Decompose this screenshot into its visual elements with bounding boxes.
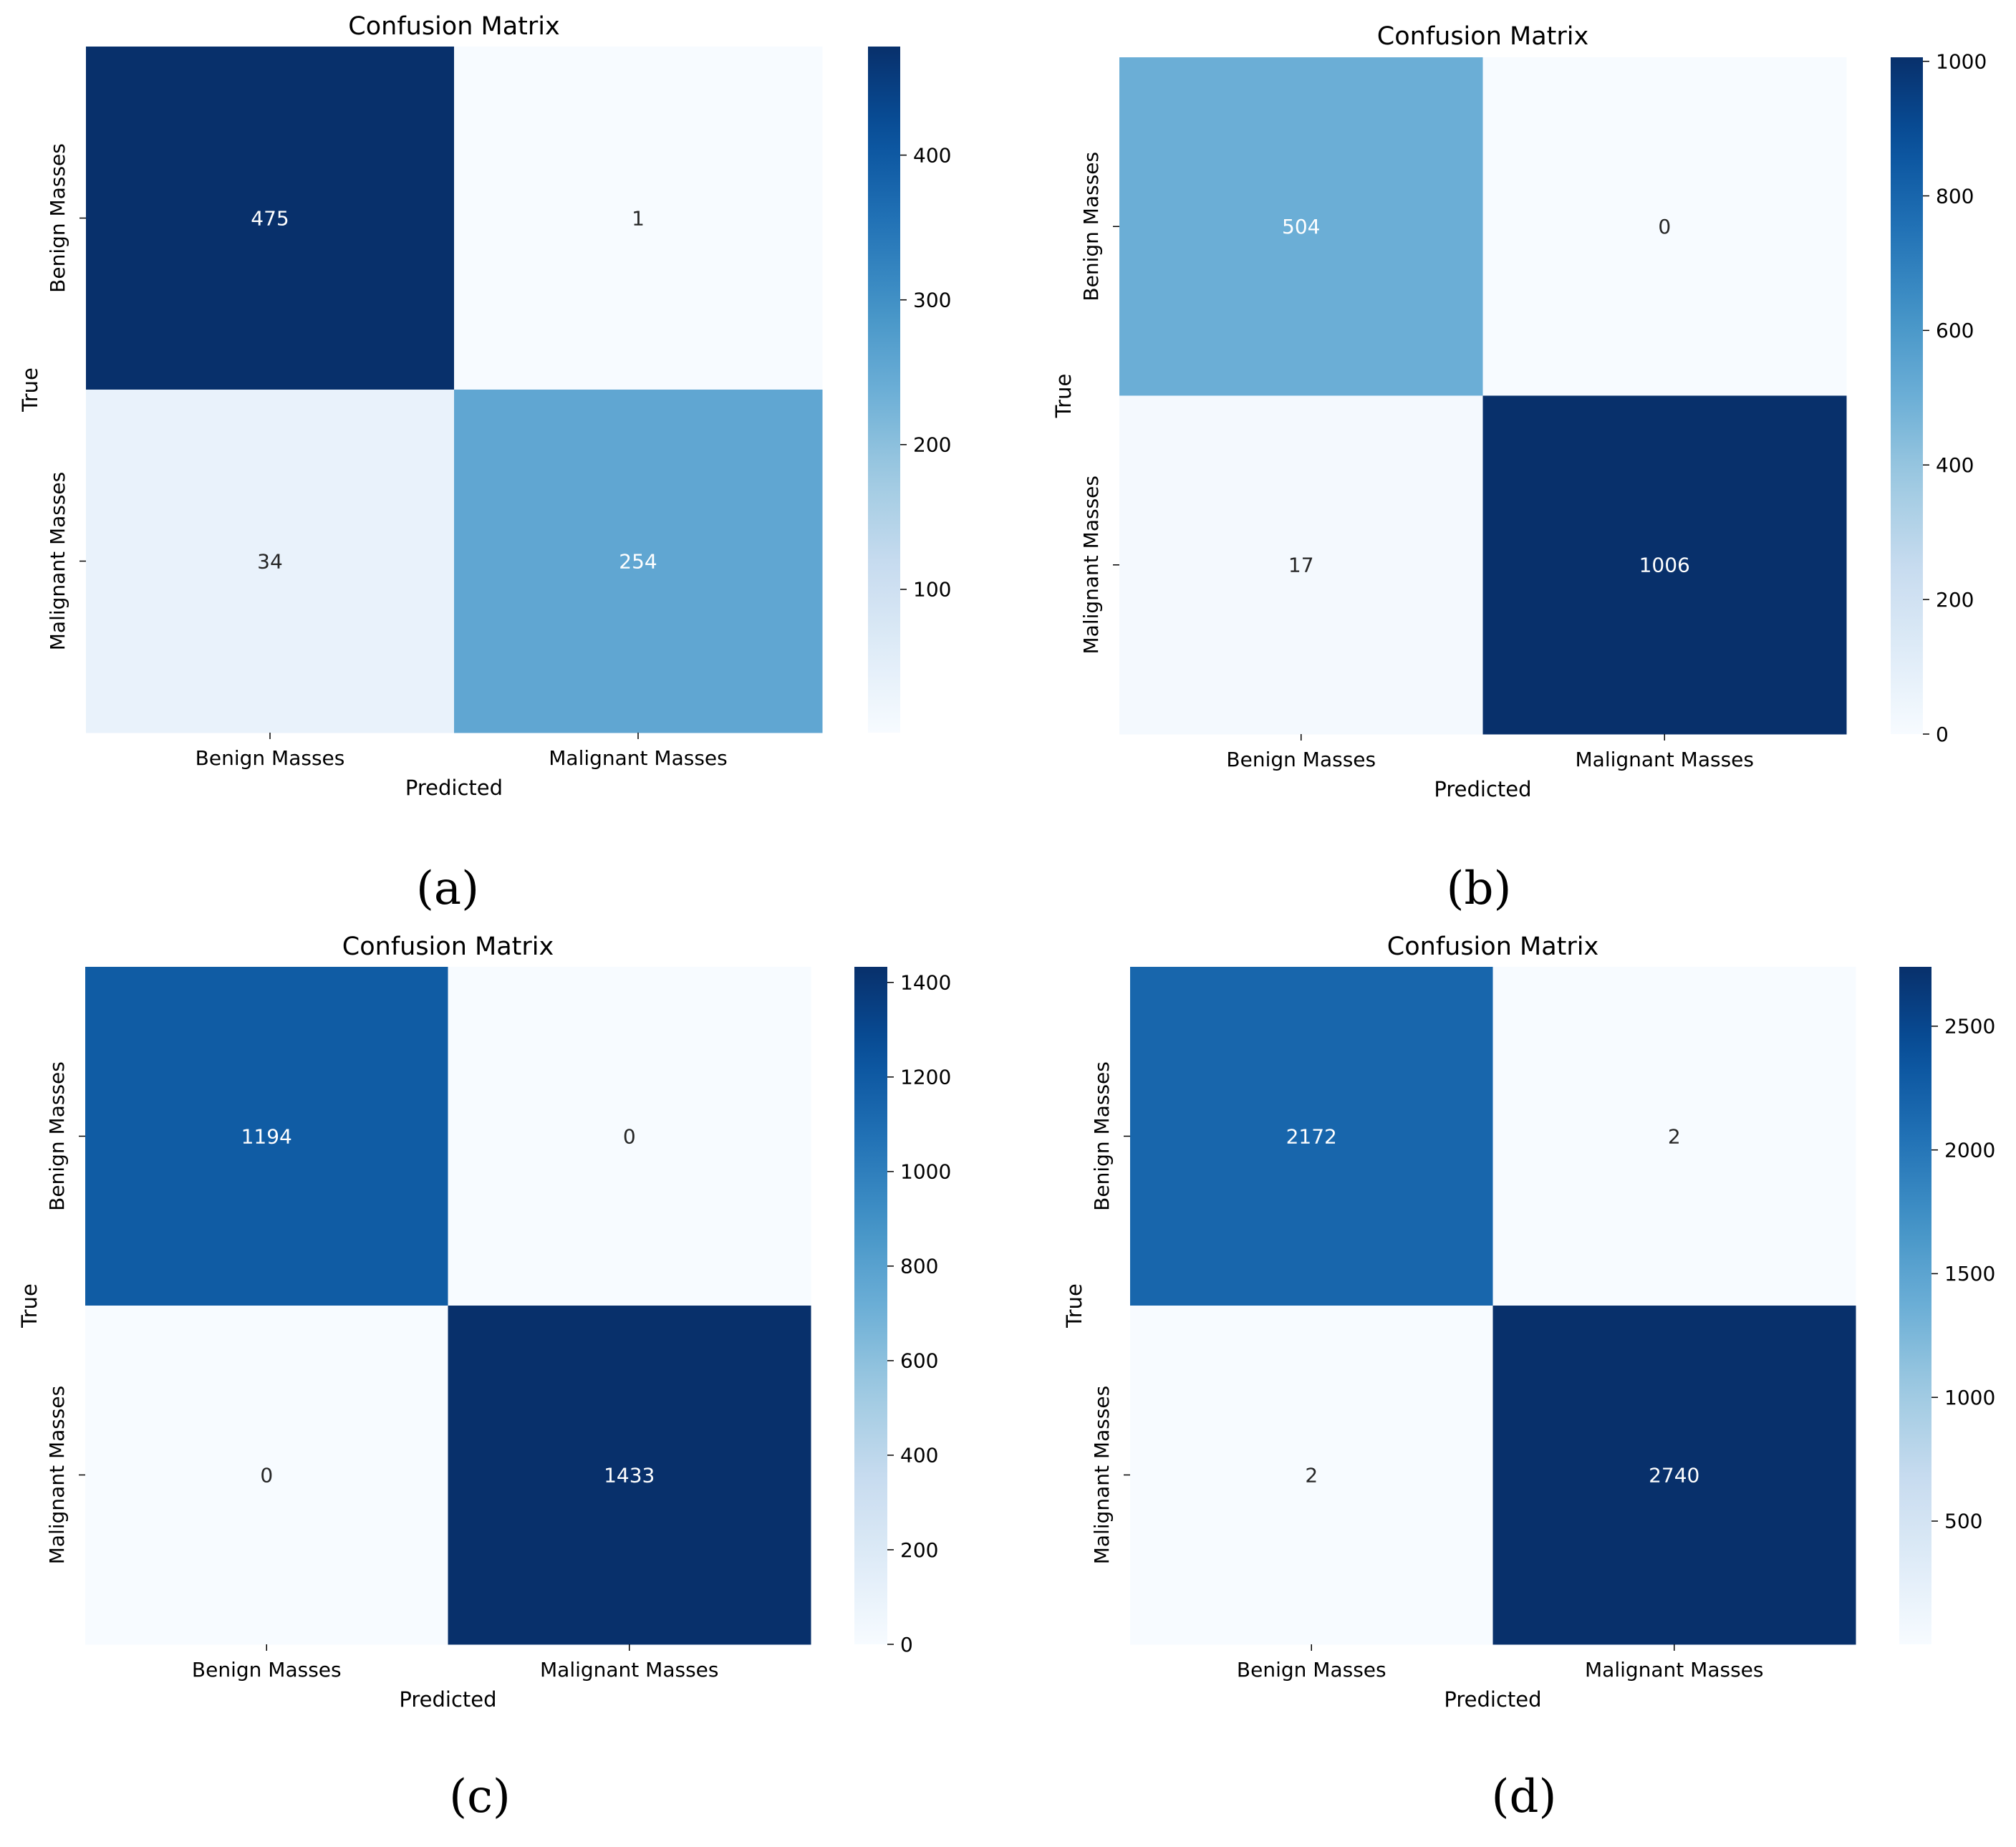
y-tick-label: Benign Masses xyxy=(1079,152,1103,302)
colorbar-tick-label: 200 xyxy=(913,433,951,457)
y-axis-label: True xyxy=(18,367,42,413)
colorbar-tick-label: 600 xyxy=(900,1349,938,1373)
y-tick-label: Benign Masses xyxy=(1090,1061,1114,1211)
cell-annotation: 0 xyxy=(623,1124,636,1148)
panel-caption: (b) xyxy=(1447,862,1512,915)
cell-annotation: 1433 xyxy=(604,1463,655,1487)
heatmap-cell xyxy=(454,47,823,390)
heatmap-cell xyxy=(86,47,455,390)
heatmap-cell xyxy=(1482,395,1847,735)
cell-annotation: 475 xyxy=(251,206,289,230)
colorbar-tick-label: 1200 xyxy=(900,1066,951,1089)
colorbar xyxy=(868,47,900,733)
colorbar-tick-label: 2500 xyxy=(1944,1015,1995,1038)
heatmap-cell xyxy=(448,1306,811,1645)
colorbar-tick-label: 800 xyxy=(1936,184,1974,208)
x-axis-label: Predicted xyxy=(1434,777,1531,801)
colorbar-tick-label: 500 xyxy=(1944,1510,1982,1533)
colorbar-tick-label: 1000 xyxy=(900,1160,951,1184)
cell-annotation: 34 xyxy=(257,549,283,573)
x-tick-label: Benign Masses xyxy=(1226,748,1376,771)
x-tick-label: Benign Masses xyxy=(1237,1658,1386,1682)
colorbar-tick-label: 2000 xyxy=(1944,1138,1995,1162)
heatmap-cell xyxy=(448,967,811,1306)
colorbar-tick-label: 400 xyxy=(1936,453,1974,477)
x-axis-label: Predicted xyxy=(399,1687,496,1712)
colorbar-tick-label: 0 xyxy=(1936,723,1949,746)
cell-annotation: 2740 xyxy=(1649,1463,1699,1487)
colorbar-tick-label: 300 xyxy=(913,288,951,312)
chart-title: Confusion Matrix xyxy=(342,932,554,961)
cell-annotation: 2 xyxy=(1305,1463,1318,1487)
heatmap-cell xyxy=(85,967,448,1306)
x-axis-label: Predicted xyxy=(1444,1687,1541,1712)
cell-annotation: 2172 xyxy=(1286,1124,1337,1148)
x-tick-label: Malignant Masses xyxy=(549,746,727,770)
x-tick-label: Benign Masses xyxy=(192,1658,342,1682)
heatmap-cell xyxy=(1130,1306,1493,1645)
colorbar xyxy=(1891,57,1923,734)
y-axis-label: True xyxy=(1062,1283,1086,1328)
x-tick-label: Benign Masses xyxy=(196,746,345,770)
heatmap-cell xyxy=(454,390,823,733)
panel-caption: (a) xyxy=(416,862,479,915)
y-tick-label: Malignant Masses xyxy=(46,472,69,650)
colorbar-tick-label: 100 xyxy=(913,578,951,602)
heatmap-cell xyxy=(1119,57,1483,396)
heatmap-cell xyxy=(86,390,455,733)
chart-title: Confusion Matrix xyxy=(1387,932,1598,961)
panel-caption: (d) xyxy=(1492,1770,1557,1823)
cell-annotation: 0 xyxy=(1658,215,1671,238)
colorbar-tick-label: 0 xyxy=(900,1633,913,1656)
y-tick-label: Benign Masses xyxy=(46,143,69,293)
cell-annotation: 1 xyxy=(632,206,645,230)
cell-annotation: 17 xyxy=(1288,554,1314,577)
heatmap-cell xyxy=(1492,967,1856,1306)
x-tick-label: Malignant Masses xyxy=(540,1658,718,1682)
colorbar-tick-label: 400 xyxy=(900,1444,938,1467)
colorbar-tick-label: 1400 xyxy=(900,971,951,995)
colorbar xyxy=(1899,967,1931,1644)
colorbar xyxy=(854,967,887,1644)
y-axis-label: True xyxy=(17,1283,42,1328)
cell-annotation: 1194 xyxy=(241,1124,292,1148)
y-tick-label: Malignant Masses xyxy=(1079,476,1103,654)
colorbar-tick-label: 1000 xyxy=(1944,1386,1995,1409)
y-tick-label: Benign Masses xyxy=(45,1061,69,1211)
cell-annotation: 254 xyxy=(619,549,657,573)
colorbar-tick-label: 600 xyxy=(1936,319,1974,342)
x-axis-label: Predicted xyxy=(405,776,503,800)
y-tick-label: Malignant Masses xyxy=(1090,1386,1114,1564)
cell-annotation: 504 xyxy=(1282,215,1320,238)
cell-annotation: 0 xyxy=(260,1463,273,1487)
colorbar-tick-label: 1000 xyxy=(1936,49,1987,73)
x-tick-label: Malignant Masses xyxy=(1576,748,1754,771)
heatmap-cell xyxy=(85,1306,448,1645)
panel-caption: (c) xyxy=(449,1770,511,1823)
y-tick-label: Malignant Masses xyxy=(45,1386,69,1564)
heatmap-cell xyxy=(1130,967,1493,1306)
chart-title: Confusion Matrix xyxy=(348,12,559,41)
heatmap-cell xyxy=(1119,395,1483,735)
y-axis-label: True xyxy=(1051,374,1076,419)
cell-annotation: 2 xyxy=(1668,1124,1681,1148)
colorbar-tick-label: 200 xyxy=(900,1538,938,1562)
colorbar-tick-label: 1500 xyxy=(1944,1262,1995,1286)
heatmap-cell xyxy=(1492,1306,1856,1645)
colorbar-tick-label: 200 xyxy=(1936,588,1974,612)
x-tick-label: Malignant Masses xyxy=(1585,1658,1763,1682)
colorbar-tick-label: 400 xyxy=(913,143,951,167)
colorbar-tick-label: 800 xyxy=(900,1255,938,1278)
cell-annotation: 1006 xyxy=(1639,554,1690,577)
heatmap-cell xyxy=(1482,57,1847,396)
chart-title: Confusion Matrix xyxy=(1377,22,1588,51)
